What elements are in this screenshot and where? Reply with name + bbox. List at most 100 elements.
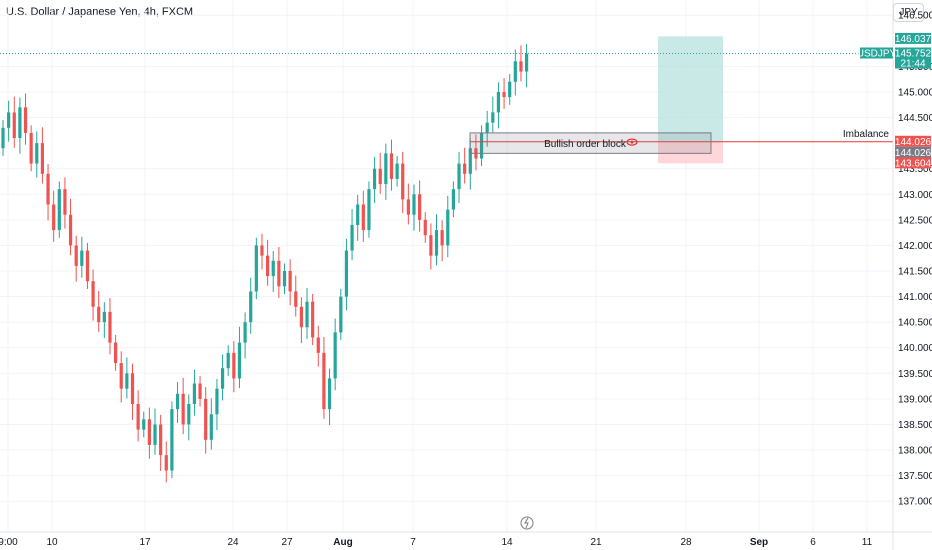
candle-up: [170, 409, 174, 471]
candle-down: [46, 173, 50, 205]
candle-up: [243, 322, 247, 343]
stop-loss-zone: [658, 141, 723, 164]
candle-up: [142, 419, 146, 430]
x-tick-label: 17: [139, 537, 151, 548]
last-price-tag-bg: [895, 47, 931, 59]
countdown-tag: 21:44: [895, 57, 931, 69]
candle-down: [63, 189, 67, 215]
last-price-tag: 145.752: [895, 47, 932, 59]
cursor-price-tag-text: 144.026: [895, 148, 932, 159]
candle-down: [164, 455, 168, 471]
candle-up: [350, 224, 354, 251]
candle-up: [344, 250, 349, 297]
countdown-tag-text: 21:44: [900, 58, 925, 69]
candle-down: [91, 281, 95, 307]
y-tick-label: 138.500: [898, 420, 932, 431]
candle-up: [491, 112, 495, 123]
candle-up: [468, 148, 472, 174]
candle-down: [97, 306, 101, 323]
candle-up: [1, 127, 5, 149]
candle-up: [513, 61, 517, 82]
candle-down: [136, 404, 140, 430]
y-tick-label: 145.000: [898, 87, 932, 98]
candle-down: [463, 163, 467, 174]
y-tick-label: 140.000: [898, 343, 932, 354]
y-tick-label: 146.500: [898, 11, 932, 22]
countdown-tag-bg: [895, 57, 931, 69]
imbalance-price-tag: 144.026: [895, 135, 932, 148]
candle-down: [311, 301, 315, 338]
candle-down: [316, 337, 320, 353]
candle-up: [496, 91, 501, 113]
candle-up: [434, 230, 439, 256]
stop-price-tag-bg: [895, 157, 931, 169]
candle-up: [412, 194, 416, 215]
candle-down: [401, 163, 405, 200]
candle-up: [209, 414, 213, 440]
eye-icon: [626, 138, 638, 146]
y-tick-label: 137.000: [898, 497, 932, 508]
last-price-tag-text: 145.752: [895, 48, 932, 59]
x-tick-label: 9:00: [0, 537, 18, 548]
candle-up: [356, 204, 360, 225]
y-tick-label: 144.500: [898, 113, 932, 124]
candle-down: [361, 204, 365, 231]
candle-up: [18, 107, 22, 138]
candle-down: [23, 107, 28, 133]
price-axis[interactable]: 137.000 137.500 138.000 138.500 139.000 139.5…: [892, 0, 932, 550]
candle-down: [12, 112, 16, 138]
candle-up: [192, 383, 197, 404]
y-tick-label: 143.500: [898, 164, 932, 175]
candle-down: [389, 153, 394, 179]
y-tick-label: 138.000: [898, 446, 932, 457]
candle-up: [237, 342, 242, 379]
candle-up: [102, 311, 106, 323]
x-tick-label: 10: [46, 537, 58, 548]
eye-outline: [626, 138, 638, 146]
grid: [0, 0, 893, 532]
candle-up: [367, 189, 371, 231]
candle-down: [322, 352, 326, 410]
target-price-tag: 146.037: [895, 32, 932, 45]
x-tick-label: 21: [590, 537, 602, 548]
candle-up: [282, 271, 287, 287]
symbol-tag: USDJPY: [857, 47, 897, 59]
y-tick-label: 139.000: [898, 394, 932, 405]
x-tick-label: 28: [680, 537, 692, 548]
candle-down: [502, 91, 506, 98]
candle-down: [294, 291, 298, 307]
x-tick-label: 24: [227, 537, 239, 548]
candle-down: [204, 398, 208, 440]
time-axis[interactable]: 9:00 10 17 24 27 Aug 7 14 21 28 Sep 6 11: [0, 531, 932, 548]
y-tick-label: 143.000: [898, 190, 932, 201]
symbol-tag-text: USDJPY: [857, 48, 897, 59]
candle-down: [519, 61, 523, 72]
candle-down: [418, 194, 422, 220]
y-tick-label: 142.000: [898, 241, 932, 252]
candle-down: [429, 235, 433, 256]
candle-up: [451, 189, 455, 210]
candle-up: [175, 393, 180, 410]
candle-down: [260, 245, 264, 256]
candle-up: [226, 352, 230, 369]
candle-up: [457, 163, 461, 190]
eye-pupil: [630, 140, 634, 144]
cursor-price-tag: 144.026: [895, 146, 932, 159]
candle-up: [271, 260, 275, 277]
candle-down: [299, 306, 303, 328]
candle-down: [130, 373, 135, 404]
candle-down: [108, 311, 112, 343]
candle-down: [406, 199, 410, 215]
x-tick-label: 11: [862, 537, 873, 548]
order-block-label: Bullish order block: [544, 139, 627, 150]
candle-down: [440, 230, 444, 246]
candle-up: [249, 291, 253, 323]
candle-up: [305, 301, 309, 328]
candle-up: [384, 153, 388, 185]
candle-up: [7, 112, 11, 128]
imbalance-price-tag-text: 144.026: [895, 137, 932, 148]
candle-down: [114, 342, 118, 364]
stop-price-tag-text: 143.604: [895, 158, 932, 169]
candle-down: [29, 132, 33, 164]
